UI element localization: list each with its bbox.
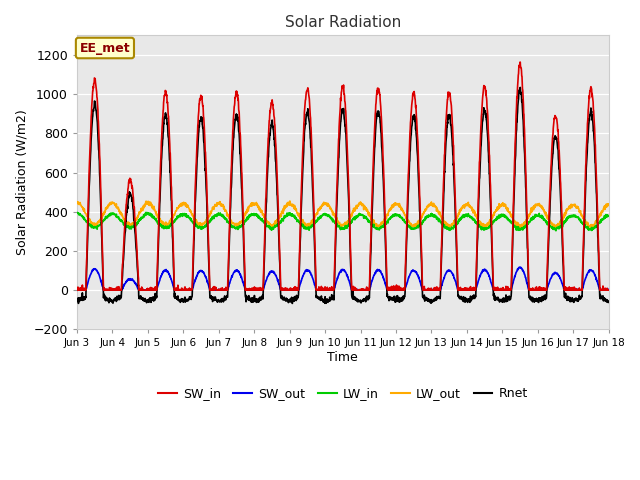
- LW_in: [573, 214, 580, 220]
- Rnet: [558, 222, 566, 228]
- LW_in: [73, 210, 81, 216]
- LW_in: [497, 214, 505, 219]
- LW_in: [370, 223, 378, 228]
- SW_out: [370, 274, 378, 279]
- LW_in: [143, 209, 150, 215]
- Rnet: [573, 298, 580, 303]
- Y-axis label: Solar Radiation (W/m2): Solar Radiation (W/m2): [15, 109, 28, 255]
- SW_out: [358, 287, 366, 293]
- Line: Rnet: Rnet: [77, 87, 609, 303]
- SW_out: [497, 287, 505, 293]
- Title: Solar Radiation: Solar Radiation: [285, 15, 401, 30]
- LW_in: [552, 228, 560, 234]
- Rnet: [358, 298, 366, 304]
- SW_in: [73, 287, 81, 293]
- LW_out: [497, 204, 505, 209]
- X-axis label: Time: Time: [328, 351, 358, 364]
- SW_out: [605, 287, 612, 292]
- LW_in: [558, 222, 566, 228]
- LW_in: [605, 213, 612, 219]
- LW_out: [73, 200, 81, 205]
- Rnet: [221, 295, 229, 300]
- Line: LW_in: LW_in: [77, 212, 609, 231]
- SW_in: [573, 287, 580, 292]
- SW_out: [73, 287, 81, 293]
- SW_in: [516, 59, 524, 65]
- SW_in: [358, 286, 365, 292]
- LW_out: [358, 203, 366, 209]
- LW_out: [286, 198, 294, 204]
- LW_in: [358, 213, 366, 218]
- SW_out: [516, 264, 524, 270]
- Text: EE_met: EE_met: [79, 41, 131, 55]
- SW_in: [497, 287, 505, 293]
- Rnet: [516, 84, 524, 90]
- Legend: SW_in, SW_out, LW_in, LW_out, Rnet: SW_in, SW_out, LW_in, LW_out, Rnet: [153, 383, 532, 406]
- SW_in: [558, 207, 566, 213]
- LW_out: [605, 201, 612, 207]
- Line: LW_out: LW_out: [77, 201, 609, 228]
- SW_out: [221, 287, 229, 293]
- LW_out: [558, 216, 566, 222]
- LW_out: [573, 204, 580, 210]
- LW_out: [370, 218, 378, 224]
- Rnet: [73, 297, 81, 303]
- SW_out: [558, 280, 566, 286]
- Rnet: [605, 300, 612, 305]
- Line: SW_in: SW_in: [77, 62, 609, 290]
- SW_in: [369, 158, 377, 164]
- SW_in: [221, 287, 229, 293]
- SW_in: [605, 287, 612, 293]
- LW_out: [515, 226, 523, 231]
- Rnet: [370, 169, 378, 175]
- SW_out: [573, 287, 580, 293]
- LW_in: [221, 216, 229, 221]
- LW_out: [221, 207, 229, 213]
- Rnet: [497, 297, 505, 302]
- Line: SW_out: SW_out: [77, 267, 609, 290]
- Rnet: [289, 300, 296, 306]
- SW_out: [74, 287, 81, 293]
